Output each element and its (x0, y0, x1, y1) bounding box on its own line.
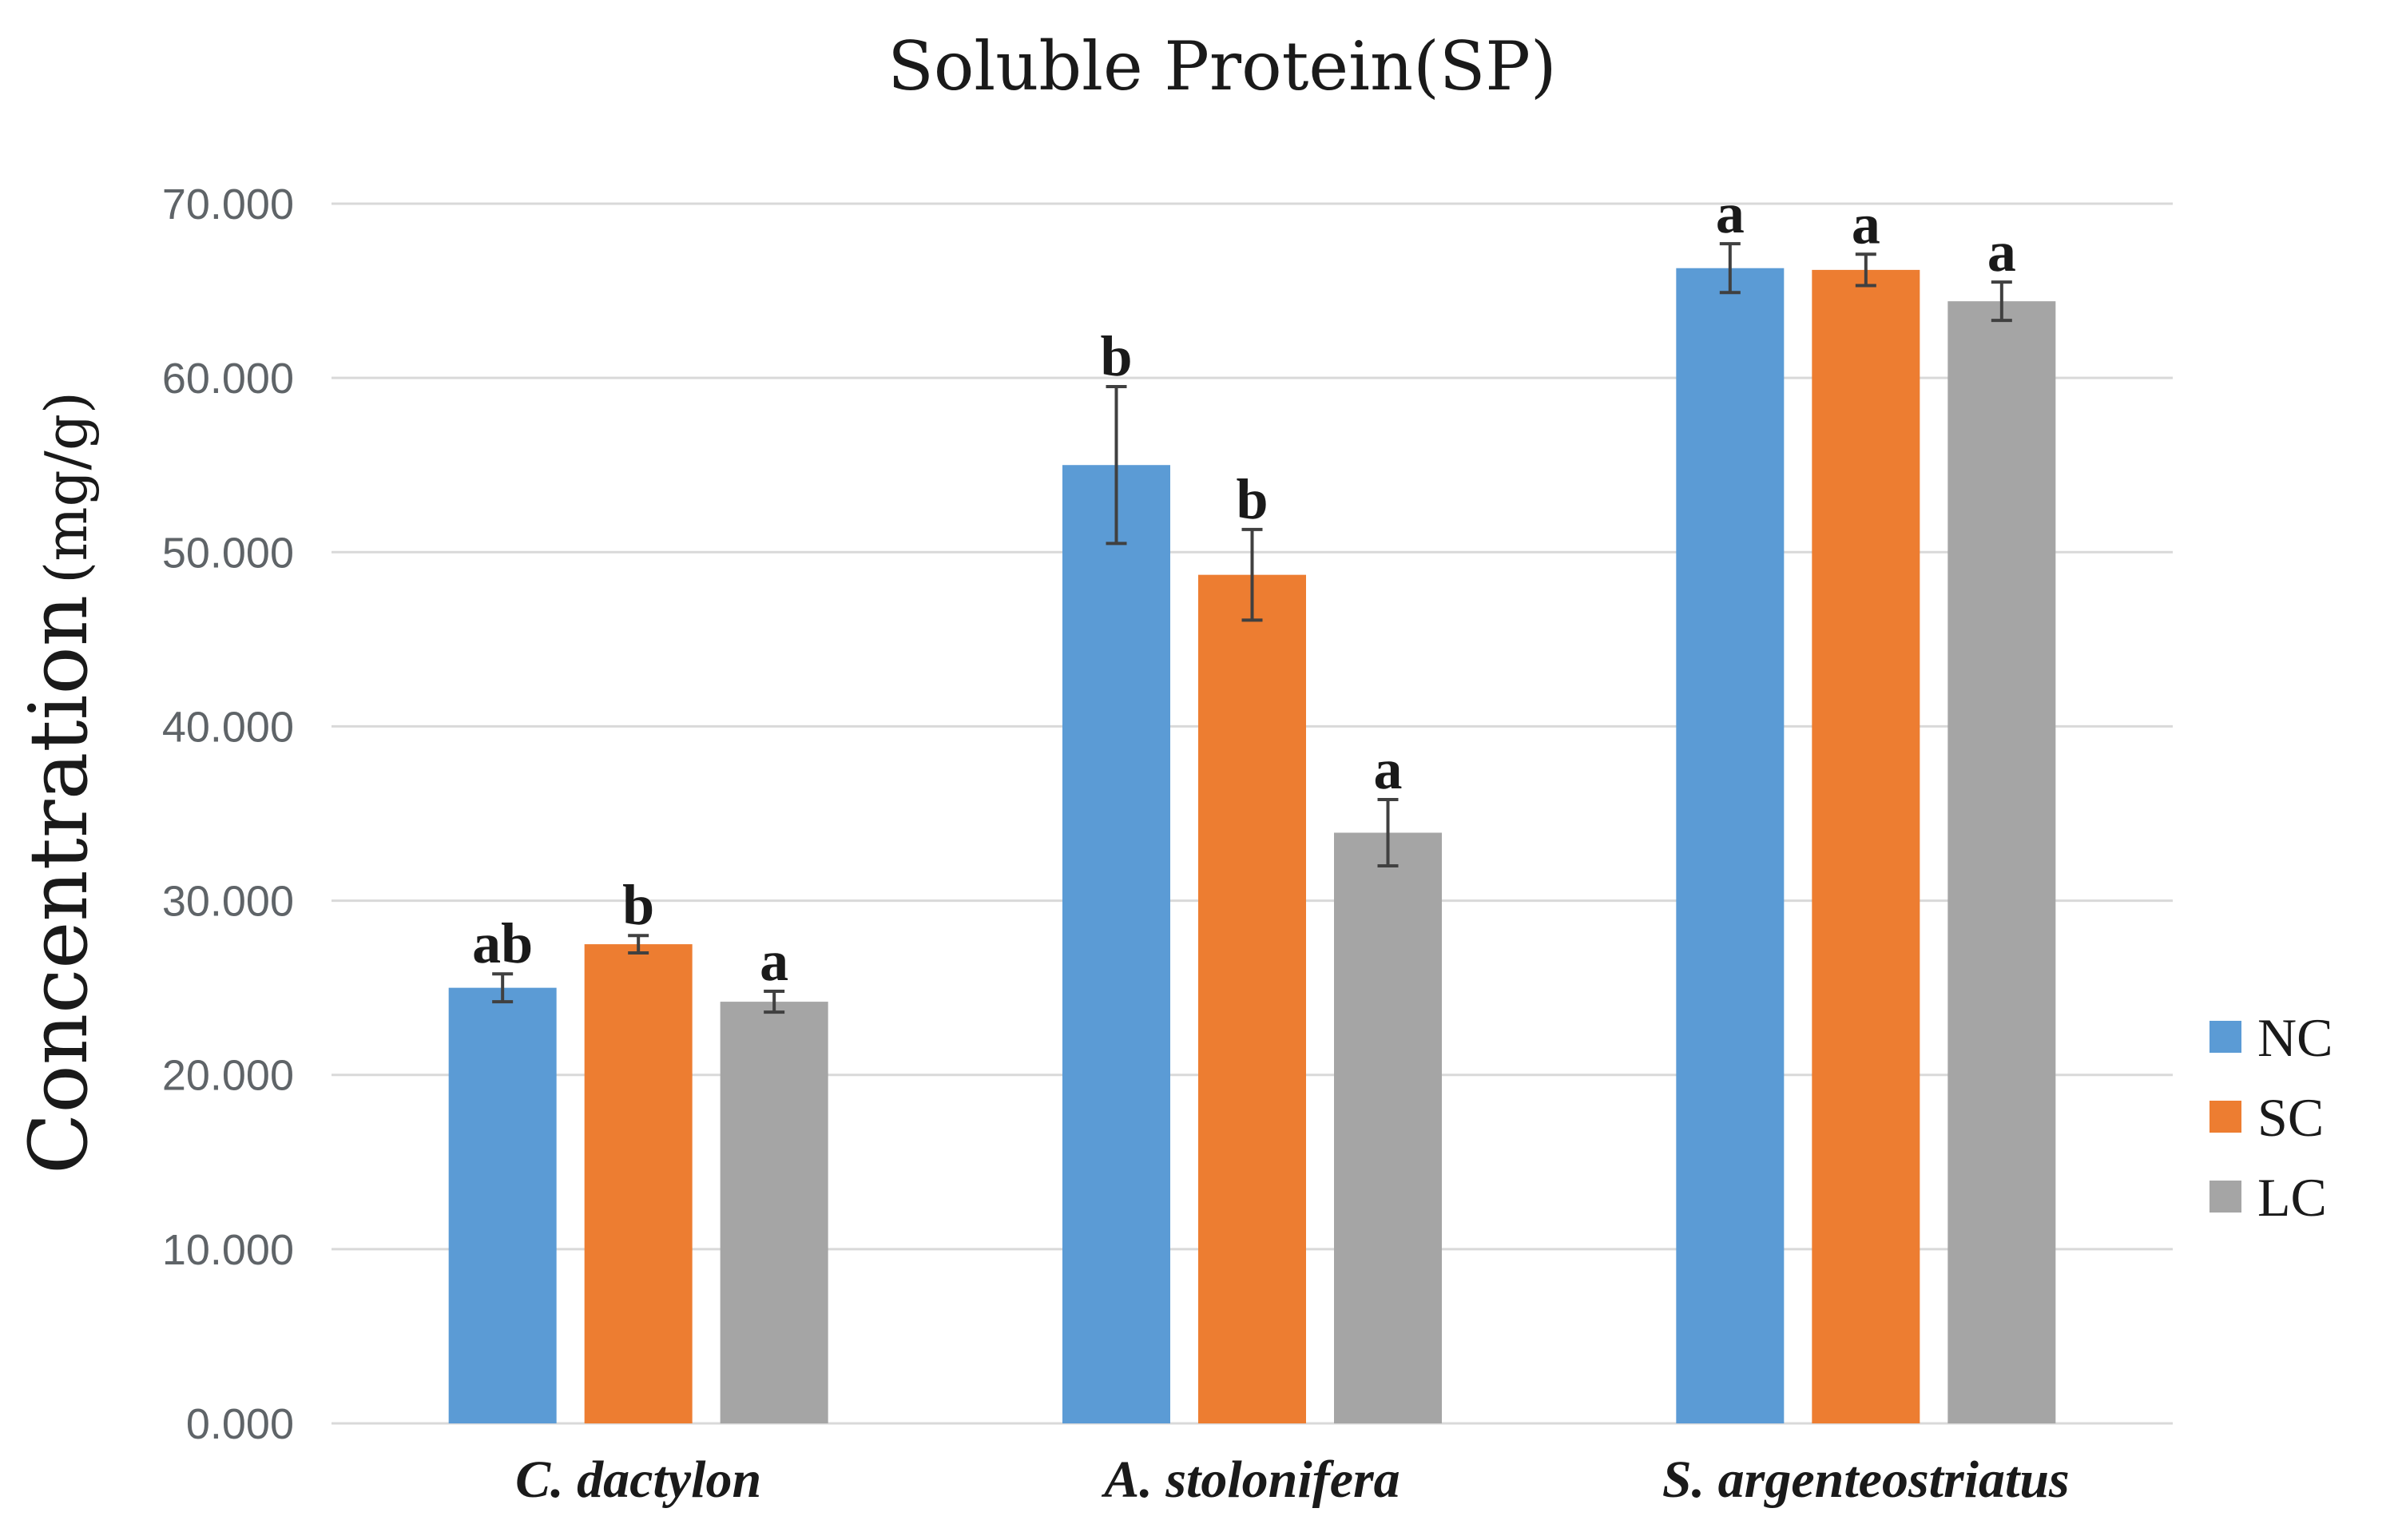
legend-swatch-nc (2209, 1021, 2241, 1053)
significance-label: a (1716, 181, 1745, 245)
x-tick-label: S. argenteostriatus (1662, 1451, 2070, 1509)
legend-swatch-lc (2209, 1181, 2241, 1213)
bar-nc (1676, 268, 1785, 1423)
significance-label: a (760, 929, 788, 993)
bar-lc (720, 1002, 828, 1423)
y-tick-label: 50.000 (162, 529, 294, 577)
y-tick-label: 0.000 (186, 1400, 294, 1448)
y-tick-label: 70.000 (162, 181, 294, 228)
x-tick-label: C. dactylon (515, 1451, 761, 1509)
legend-label-lc: LC (2257, 1167, 2327, 1228)
bar-nc (448, 987, 557, 1423)
bar-sc (1198, 574, 1306, 1423)
significance-label: a (1852, 192, 1880, 256)
legend: NC SC LC (2209, 1007, 2333, 1228)
y-tick-label: 30.000 (162, 878, 294, 926)
significance-label: b (1236, 467, 1268, 531)
x-tick-label: A. stolonifera (1101, 1451, 1400, 1509)
y-tick-label: 40.000 (162, 703, 294, 751)
y-tick-label: 10.000 (162, 1226, 294, 1274)
legend-label-sc: SC (2257, 1087, 2324, 1148)
y-axis-label-main: Concentration (12, 595, 105, 1174)
legend-label-nc: NC (2257, 1007, 2333, 1068)
bar-sc (584, 944, 693, 1423)
significance-label: a (1374, 737, 1403, 801)
y-axis-ticks: 0.000 10.000 20.000 30.000 40.000 50.000 60.00… (162, 181, 294, 1448)
significance-label: b (1100, 324, 1132, 388)
legend-swatch-sc (2209, 1101, 2241, 1133)
y-axis-label: Concentration (mg/g) (12, 391, 105, 1174)
chart-title: Soluble Protein(SP) (887, 27, 1556, 105)
significance-label: ab (472, 911, 533, 975)
y-tick-label: 60.000 (162, 355, 294, 403)
y-tick-label: 20.000 (162, 1052, 294, 1100)
significance-label: a (1987, 220, 2016, 284)
y-axis-label-unit: (mg/g) (33, 391, 100, 584)
bar-lc (1947, 301, 2056, 1423)
significance-label: b (622, 873, 654, 937)
x-axis-ticks: C. dactylon A. stolonifera S. argenteostri… (515, 1451, 2070, 1509)
bar-lc (1334, 832, 1442, 1423)
bar-nc (1062, 465, 1170, 1423)
bar-sc (1812, 269, 1920, 1423)
